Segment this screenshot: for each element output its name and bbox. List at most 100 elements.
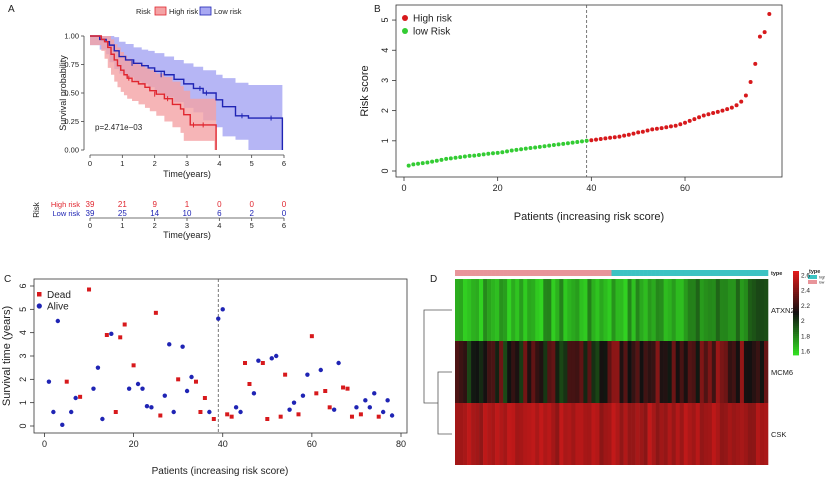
survival-status-dead-point — [176, 377, 181, 382]
heatmap-cell — [551, 279, 556, 341]
risk-score-point — [584, 138, 589, 143]
heatmap-cell — [519, 279, 524, 341]
heatmap-type-legend: high low — [808, 275, 825, 285]
survival-status-alive-point — [367, 405, 373, 410]
dendrogram-branch — [437, 371, 452, 435]
heatmap-cell — [487, 279, 492, 341]
heatmap-cell — [619, 403, 624, 465]
survival-status-dead-point — [260, 361, 265, 365]
heatmap-cell — [603, 341, 608, 403]
risk-score-point — [650, 127, 655, 132]
heatmap-cell — [479, 341, 484, 403]
heatmap-cell — [463, 279, 468, 341]
heatmap-annotation-cell — [715, 270, 721, 276]
colorbar-segment — [793, 285, 799, 289]
survival-status-alive-point — [95, 365, 101, 370]
heatmap-cell — [479, 279, 484, 341]
heatmap-cell — [619, 279, 624, 341]
heatmap-cell — [483, 403, 488, 465]
heatmap-cell — [539, 279, 544, 341]
heatmap-cell — [719, 279, 725, 341]
survival-status-alive-point — [318, 367, 323, 373]
risk-score-legend-low-marker — [402, 28, 408, 34]
km-legend-low-swatch — [199, 6, 212, 16]
heatmap-cell — [511, 279, 516, 341]
heatmap-cell — [459, 341, 464, 403]
heatmap-annotation-cell — [747, 270, 753, 276]
heatmap-cell — [763, 341, 769, 403]
risk-score-point — [416, 161, 421, 166]
km-confidence-bands — [90, 36, 283, 150]
risk-score-point — [692, 117, 697, 122]
heatmap-annotation-cell — [731, 270, 737, 276]
heatmap-cell — [635, 403, 640, 465]
survival-status-dead-point — [153, 310, 158, 315]
risk-score-point — [500, 150, 505, 155]
heatmap-cell — [675, 403, 681, 465]
heatmap-cell — [711, 341, 717, 403]
risk-score-point — [664, 125, 669, 130]
risk-score-point — [579, 139, 584, 144]
risk-table-cell: 39 — [86, 209, 95, 218]
heatmap-annotation-title: type — [809, 269, 820, 275]
heatmap-annotation-cell — [651, 270, 656, 276]
heatmap-cell — [487, 403, 492, 465]
heatmap-cell — [575, 279, 580, 341]
survival-status-legend-alive-label: Alive — [47, 302, 69, 313]
heatmap-annotation-cell — [679, 270, 685, 276]
survival-status-dead-point — [243, 361, 248, 365]
survival-status-dead-point — [358, 412, 363, 417]
heatmap-cell — [727, 341, 733, 403]
heatmap-cell — [671, 403, 677, 465]
heatmap-cell — [759, 403, 765, 465]
heatmap-cell — [499, 403, 504, 465]
risk-score-point — [514, 147, 519, 152]
risk-table-x-axis-label: Time(years) — [163, 230, 211, 240]
heatmap-cell — [507, 403, 512, 465]
risk-score-point — [547, 143, 552, 148]
risk-table-row-label-high: High risk — [51, 200, 80, 209]
heatmap-cell — [463, 341, 468, 403]
heatmap-cell — [455, 341, 460, 403]
risk-score-point — [640, 129, 645, 134]
risk-score-points — [406, 12, 772, 168]
heatmap-cell — [507, 341, 512, 403]
survival-status-dead-point — [202, 396, 207, 400]
heatmap-cell — [711, 279, 717, 341]
heatmap-annotation-cell — [479, 270, 484, 276]
heatmap-cell — [683, 403, 689, 465]
heatmap-cell — [739, 341, 745, 403]
heatmap-cell — [703, 279, 709, 341]
colorbar-segment — [793, 271, 799, 274]
heatmap-cell — [747, 403, 753, 465]
risk-score-point — [617, 134, 622, 139]
risk-score-legend-high-marker — [402, 15, 408, 21]
heatmap-cell — [731, 403, 737, 465]
survival-status-dead-point — [78, 394, 83, 399]
colorbar-segment — [793, 315, 799, 318]
heatmap-annotation-cell — [655, 270, 660, 276]
heatmap-cell — [591, 403, 596, 465]
km-y-tick-label: 0.25 — [64, 117, 79, 126]
survival-status-alive-point — [55, 318, 61, 324]
heatmap-cell — [671, 279, 677, 341]
survival-status-x-axis-label: Patients (increasing risk score) — [152, 466, 289, 477]
survival-status-points — [46, 287, 395, 428]
heatmap-cell — [699, 279, 705, 341]
risk-table-cell: 0 — [249, 200, 254, 209]
survival-status-legend-alive-marker — [36, 303, 42, 309]
risk-score-point — [533, 145, 538, 150]
risk-score-y-tick-label: 0 — [380, 168, 390, 173]
survival-status-dead-point — [87, 287, 92, 292]
survival-status-alive-point — [274, 353, 279, 359]
heatmap-annotation-cell — [759, 270, 765, 276]
heatmap-annotation-cell — [547, 270, 552, 276]
heatmap-cell — [459, 279, 464, 341]
heatmap-cell — [751, 341, 757, 403]
heatmap-annotation-cell — [579, 270, 584, 276]
risk-score-point — [411, 162, 416, 167]
heatmap-cell — [623, 279, 628, 341]
heatmap-cell — [627, 279, 632, 341]
heatmap-annotation-cell — [691, 270, 697, 276]
survival-status-alive-point — [109, 331, 114, 337]
